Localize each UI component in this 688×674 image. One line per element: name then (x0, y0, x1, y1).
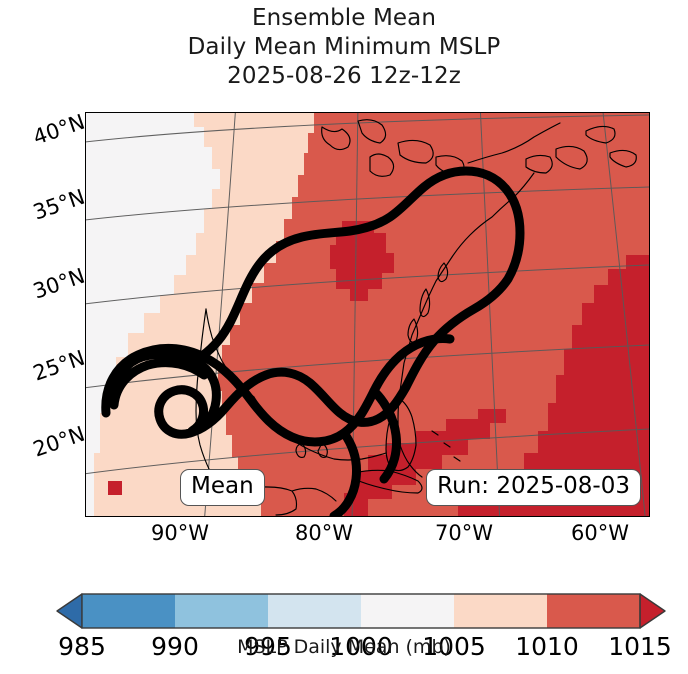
mslp-filled-contour-map (86, 113, 649, 516)
band-gt1015-small-cell (108, 481, 122, 495)
title-line-3: 2025-08-26 12z-12z (227, 63, 461, 89)
lat-label-20n: 20°N (30, 421, 88, 462)
map-panel[interactable]: Mean Run: 2025-08-03 (85, 112, 650, 517)
colorbar-axis-label: MSLP Daily Mean (mb) (237, 636, 451, 658)
colorbar[interactable]: 985 990 995 1000 1005 1010 1015 MSLP Dai… (0, 560, 688, 674)
title-line-2: Daily Mean Minimum MSLP (187, 34, 501, 60)
highlighted-contour-south-lobe (329, 386, 401, 516)
colorbar-tick-1010: 1010 (515, 632, 579, 661)
lon-label-70w: 70°W (435, 521, 493, 545)
title-line-1: Ensemble Mean (251, 5, 437, 31)
lat-label-25n: 25°N (30, 345, 88, 386)
colorbar-extend-max (639, 593, 666, 629)
colorbar-band-1000-1005 (361, 594, 454, 628)
annotation-run-box: Run: 2025-08-03 (426, 469, 641, 506)
page-title: Ensemble Mean Daily Mean Minimum MSLP 20… (0, 4, 688, 91)
colorbar-tick-1000: 1000 (329, 632, 393, 661)
band-1010-1015 (218, 113, 649, 516)
annotation-mean-box: Mean (180, 469, 265, 506)
colorbar-band-995-1000 (268, 594, 361, 628)
colorbar-band-985-990 (82, 594, 175, 628)
colorbar-band-990-995 (175, 594, 268, 628)
lon-label-80w: 80°W (295, 521, 353, 545)
annotation-mean-label: Mean (191, 473, 254, 499)
colorbar-tick-990: 990 (151, 632, 199, 661)
lat-label-30n: 30°N (30, 263, 88, 304)
highlighted-contour-gulf-lobe (101, 334, 455, 447)
lat-label-40n: 40°N (30, 109, 88, 150)
annotation-run-label: Run: 2025-08-03 (437, 473, 630, 499)
highlighted-contour-1013 (109, 166, 525, 439)
colorbar-swatches (56, 593, 666, 629)
band-gt1015-east (458, 255, 649, 516)
colorbar-tick-985: 985 (58, 632, 106, 661)
colorbar-tick-1005: 1005 (422, 632, 486, 661)
colorbar-band-1010-1015 (547, 594, 640, 628)
colorbar-tick-995: 995 (244, 632, 292, 661)
lat-label-35n: 35°N (30, 184, 88, 225)
lon-label-90w: 90°W (151, 521, 209, 545)
colorbar-band-1005-1010 (454, 594, 547, 628)
colorbar-extend-min (56, 593, 83, 629)
coastlines (195, 119, 637, 516)
colorbar-tick-1015: 1015 (608, 632, 672, 661)
lon-label-60w: 60°W (571, 521, 629, 545)
